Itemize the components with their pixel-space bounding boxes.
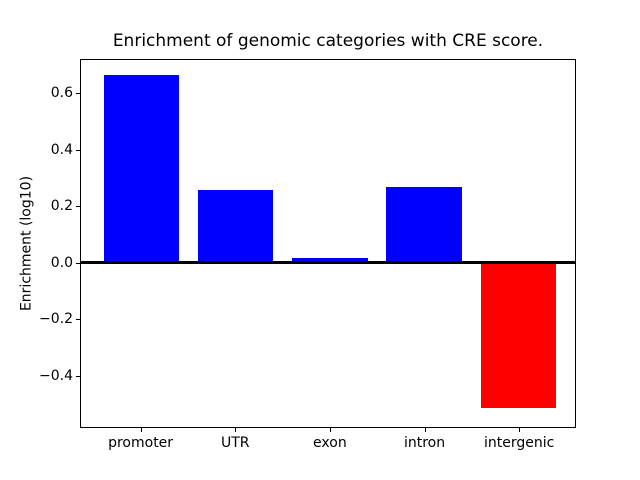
x-tick-mark	[140, 428, 142, 432]
y-tick-label: −0.4	[39, 367, 73, 384]
x-tick-mark	[519, 428, 521, 432]
plot-area	[80, 59, 576, 428]
x-tick-label-intergenic: intergenic	[484, 435, 555, 451]
y-tick-label: 0.4	[50, 141, 73, 158]
x-tick-label-exon: exon	[313, 435, 347, 451]
x-tick-mark	[424, 428, 426, 432]
bar-intergenic	[480, 262, 557, 409]
y-tick-mark	[76, 93, 80, 95]
y-tick-mark	[76, 206, 80, 208]
y-tick-label: 0.2	[50, 198, 73, 215]
x-tick-mark	[329, 428, 331, 432]
chart-title: Enrichment of genomic categories with CR…	[112, 31, 544, 51]
x-tick-label-intron: intron	[403, 435, 446, 451]
x-tick-label-promoter: promoter	[108, 435, 174, 451]
x-tick-mark	[235, 428, 237, 432]
y-tick-label: 0.6	[50, 85, 73, 102]
y-tick-mark	[76, 149, 80, 151]
y-tick-mark	[76, 319, 80, 321]
y-tick-label: 0.0	[50, 254, 73, 271]
bar-UTR	[197, 189, 274, 263]
zero-line	[81, 261, 575, 264]
y-tick-mark	[76, 375, 80, 377]
bar-exon	[292, 258, 368, 263]
bar-intron	[386, 186, 462, 263]
x-tick-label-UTR: UTR	[220, 435, 250, 451]
bar-promoter	[103, 74, 180, 263]
y-tick-mark	[76, 262, 80, 264]
y-tick-label: −0.2	[39, 311, 73, 328]
